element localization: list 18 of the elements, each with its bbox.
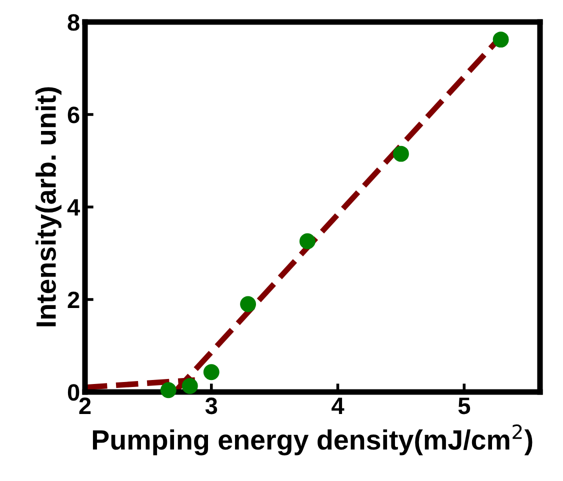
x-tick-label: 4	[332, 398, 344, 414]
y-tick-label: 4	[67, 199, 80, 216]
y-tick-label: 8	[68, 14, 80, 31]
x-tick-label: 3	[205, 397, 218, 414]
point	[160, 382, 176, 398]
y-tick-label: 6	[68, 106, 80, 124]
y-axis-title: Intensity(arb. unit)	[36, 87, 62, 326]
point	[299, 233, 316, 250]
y-tick-label: 2	[68, 292, 80, 308]
point	[240, 296, 256, 312]
point	[392, 146, 409, 162]
point	[203, 364, 220, 380]
point	[492, 32, 509, 48]
x-tick-label: 5	[458, 398, 470, 414]
point	[182, 378, 198, 394]
y-tick-label: 0	[68, 384, 80, 401]
x-axis-title: Pumping energy density(mJ/cm$^{2}$)	[92, 424, 532, 456]
x-tick-label: 2	[79, 397, 91, 414]
